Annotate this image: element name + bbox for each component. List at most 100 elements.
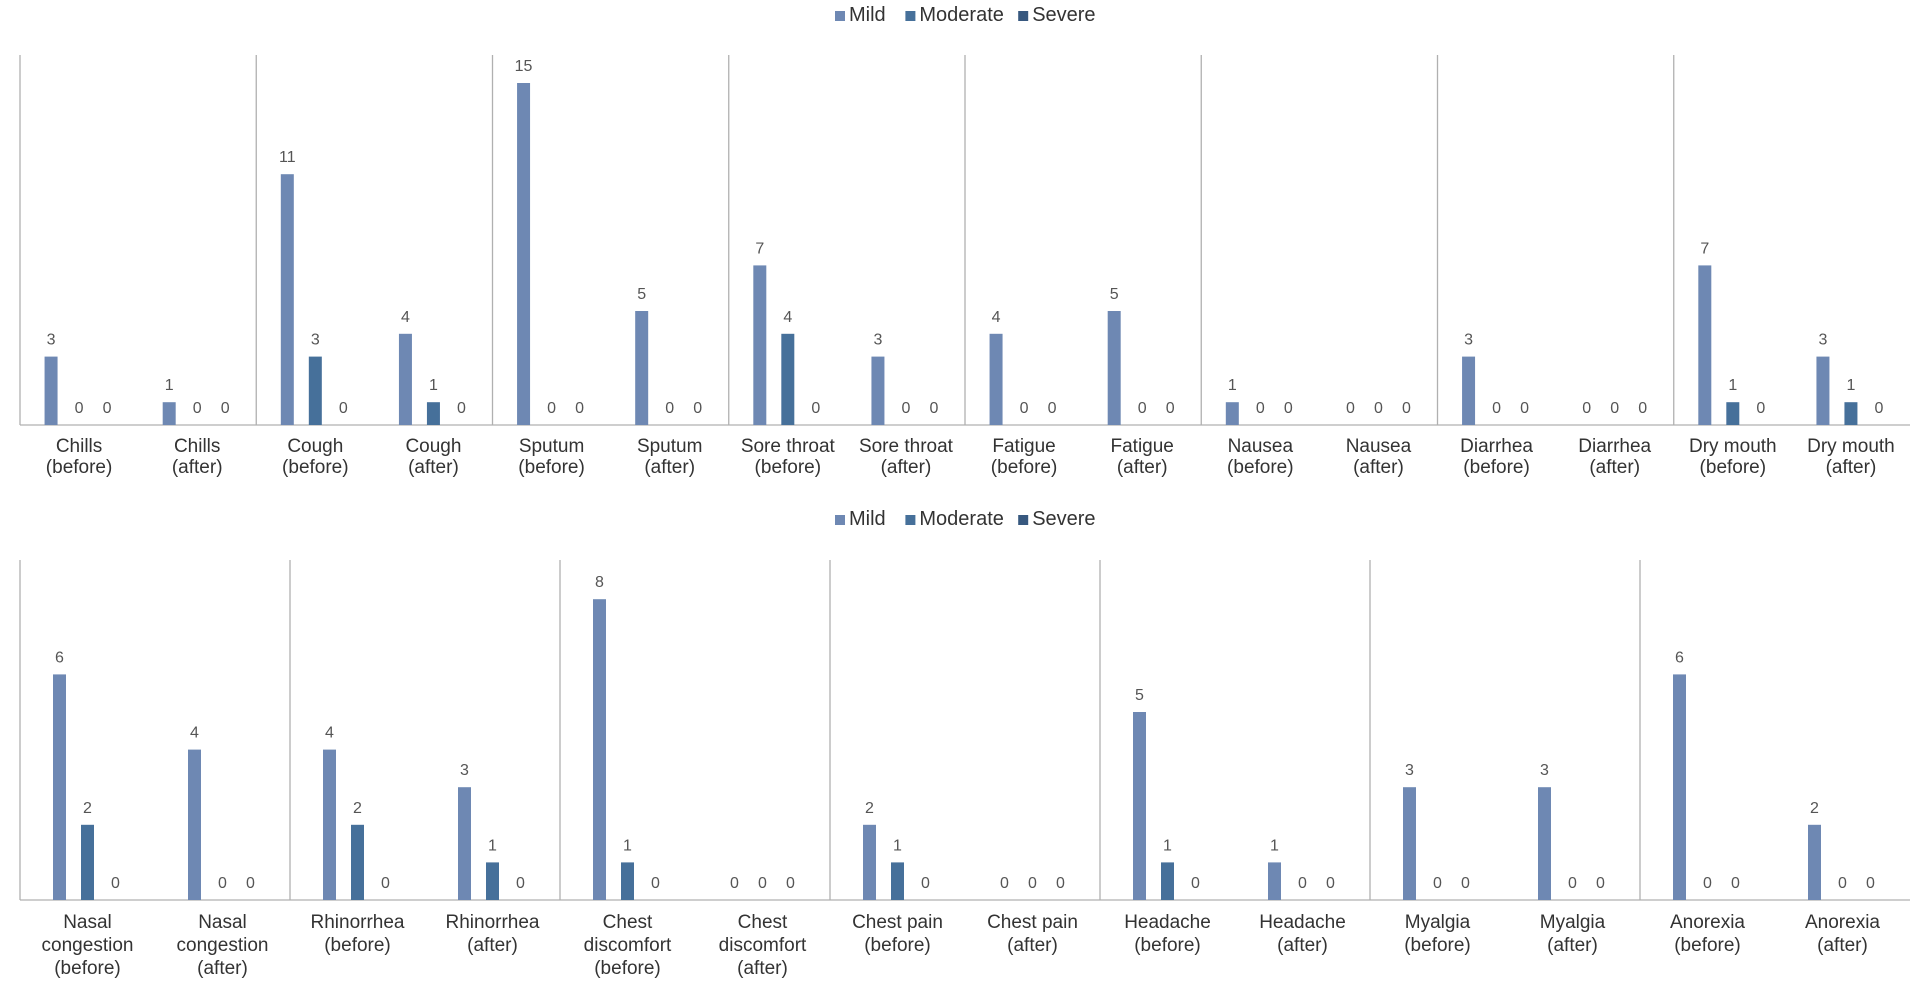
data-label: 1	[488, 837, 497, 854]
data-label: 1	[1270, 837, 1279, 854]
data-label: 0	[381, 875, 390, 892]
data-label: 0	[575, 400, 584, 417]
category-label: (before)	[864, 935, 931, 956]
bar-mild	[1133, 712, 1146, 900]
category-label: Headache	[1124, 912, 1211, 933]
bar-mild	[635, 311, 649, 425]
category-label: Fatigue	[1111, 436, 1174, 457]
data-label: 2	[83, 800, 92, 817]
category-label: Nausea	[1346, 436, 1412, 457]
data-label: 0	[1433, 875, 1442, 892]
category-label: discomfort	[719, 935, 807, 956]
category-label: congestion	[42, 935, 134, 956]
bar-mild	[1808, 824, 1821, 900]
legend-swatch-moderate	[905, 515, 916, 525]
data-label: 0	[218, 875, 227, 892]
category-label: Chest pain	[987, 912, 1078, 933]
legend-swatch-mild	[835, 515, 845, 525]
legend-label-mild: Mild	[849, 508, 886, 530]
data-label: 15	[515, 58, 533, 75]
data-label: 4	[783, 309, 792, 326]
data-label: 4	[401, 309, 410, 326]
data-label: 0	[1731, 875, 1740, 892]
category-label: Nausea	[1228, 436, 1294, 457]
bar-mild	[188, 749, 201, 900]
data-label: 0	[1838, 875, 1847, 892]
category-label: (before)	[1404, 935, 1471, 956]
category-label: Headache	[1259, 912, 1346, 933]
category-label: Dry mouth	[1807, 436, 1895, 457]
data-label: 0	[1298, 875, 1307, 892]
bar-mild	[1403, 787, 1416, 900]
bar-mild	[1816, 356, 1830, 425]
data-label: 0	[1138, 400, 1147, 417]
category-label: (before)	[518, 457, 585, 478]
data-label: 0	[1056, 875, 1065, 892]
data-label: 0	[1346, 400, 1355, 417]
data-label: 1	[623, 837, 632, 854]
category-label: Rhinorrhea	[311, 912, 405, 933]
bar-mild	[593, 599, 606, 900]
category-label: (before)	[594, 958, 661, 979]
data-label: 0	[103, 400, 112, 417]
category-label: (before)	[324, 935, 391, 956]
data-label: 2	[865, 800, 874, 817]
data-label: 0	[1402, 400, 1411, 417]
data-label: 3	[1818, 332, 1827, 349]
data-label: 0	[811, 400, 820, 417]
category-label: Chest pain	[852, 912, 943, 933]
legend-label-severe: Severe	[1032, 4, 1095, 26]
category-label: Rhinorrhea	[446, 912, 540, 933]
bar-mild	[53, 674, 66, 900]
category-label: Chills	[174, 436, 220, 457]
category-label: (after)	[467, 935, 518, 956]
data-label: 0	[1568, 875, 1577, 892]
category-label: (after)	[1277, 935, 1328, 956]
category-label: Cough	[405, 436, 461, 457]
data-label: 0	[651, 875, 660, 892]
bar-mild	[863, 824, 876, 900]
data-label: 7	[755, 240, 764, 257]
bar-moderate	[621, 862, 634, 900]
data-label: 0	[111, 875, 120, 892]
data-label: 0	[221, 400, 230, 417]
bar-mild	[989, 333, 1003, 425]
data-label: 1	[893, 837, 902, 854]
data-label: 0	[758, 875, 767, 892]
data-label: 0	[1284, 400, 1293, 417]
category-label: (before)	[1463, 457, 1530, 478]
data-label: 0	[901, 400, 910, 417]
category-label: Fatigue	[992, 436, 1055, 457]
bar-moderate	[1726, 402, 1740, 425]
category-label: Nasal	[63, 912, 112, 933]
category-label: Cough	[287, 436, 343, 457]
data-label: 0	[1703, 875, 1712, 892]
category-label: (after)	[1547, 935, 1598, 956]
bar-mild	[1268, 862, 1281, 900]
category-label: (after)	[644, 457, 695, 478]
legend-label-severe: Severe	[1032, 508, 1095, 530]
category-label: (after)	[1589, 457, 1640, 478]
bar-moderate	[1161, 862, 1174, 900]
data-label: 0	[1756, 400, 1765, 417]
data-label: 0	[1638, 400, 1647, 417]
data-label: 0	[1874, 400, 1883, 417]
data-label: 11	[279, 149, 296, 166]
data-label: 0	[1256, 400, 1265, 417]
data-label: 4	[325, 725, 334, 742]
data-label: 3	[460, 762, 469, 779]
data-label: 0	[1000, 875, 1009, 892]
category-label: Myalgia	[1405, 912, 1471, 933]
category-label: (before)	[54, 958, 121, 979]
category-label: (after)	[1817, 935, 1868, 956]
data-label: 0	[1326, 875, 1335, 892]
bar-mild	[517, 83, 531, 425]
data-label: 4	[190, 725, 199, 742]
category-label: Sore throat	[859, 436, 954, 457]
category-label: Diarrhea	[1460, 436, 1533, 457]
category-label: (after)	[737, 958, 788, 979]
category-label: Sputum	[519, 436, 584, 457]
bar-moderate	[1844, 402, 1858, 425]
bar-moderate	[891, 862, 904, 900]
data-label: 3	[1464, 332, 1473, 349]
